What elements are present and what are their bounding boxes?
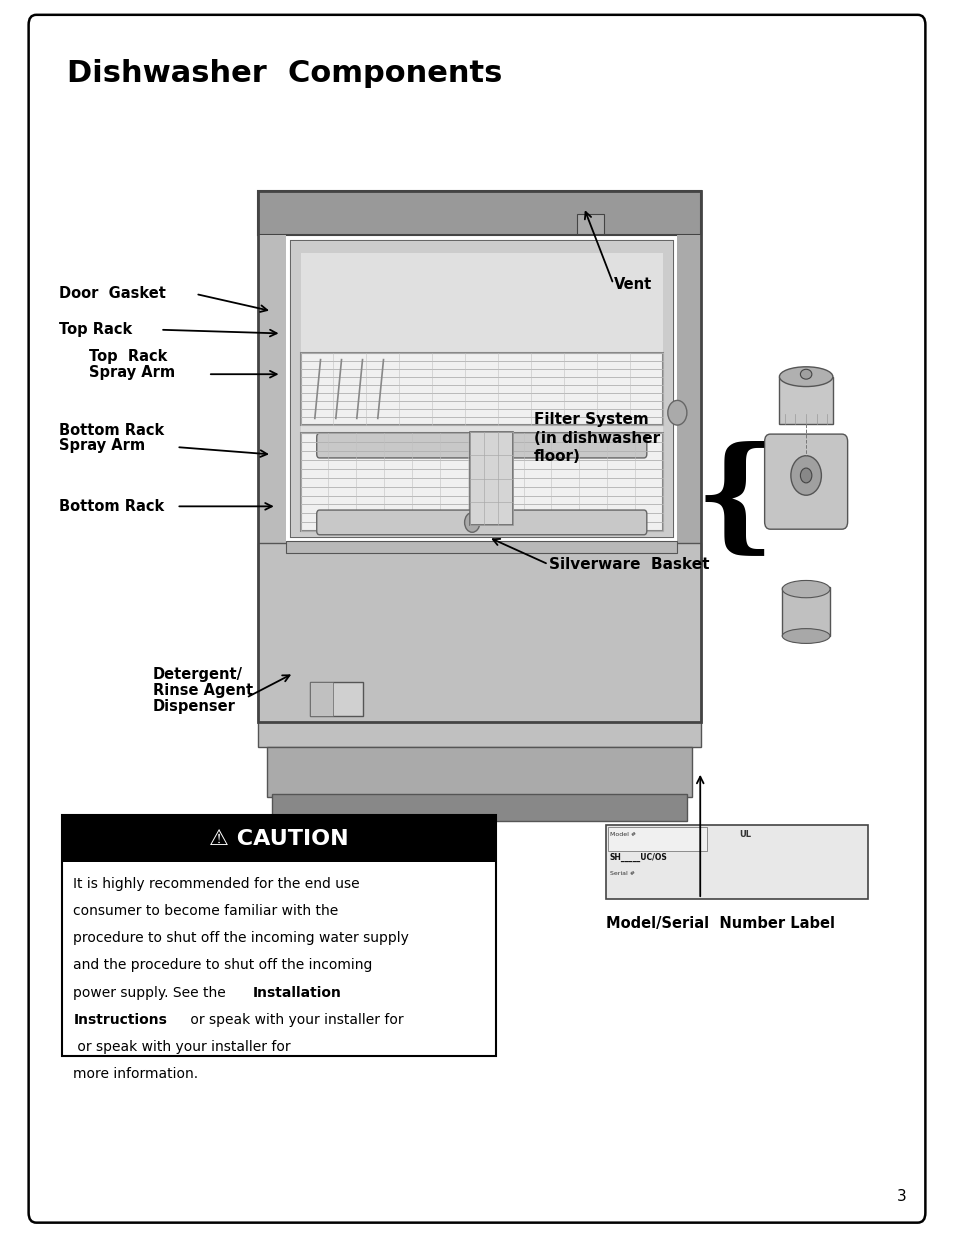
FancyBboxPatch shape (316, 510, 646, 535)
Circle shape (800, 468, 811, 483)
Bar (607, 827, 707, 851)
Bar (62, 815, 496, 1056)
Text: {: { (694, 440, 774, 561)
FancyBboxPatch shape (764, 435, 847, 529)
Bar (779, 377, 832, 424)
Text: Silverware  Basket: Silverware Basket (548, 557, 708, 572)
Bar (300, 253, 662, 525)
Bar (781, 587, 829, 636)
Text: Dishwasher  Components: Dishwasher Components (67, 59, 501, 88)
Text: UL: UL (739, 830, 751, 839)
Bar (300, 433, 662, 531)
Circle shape (464, 513, 479, 532)
Text: Instructions: Instructions (73, 1013, 167, 1026)
Bar (62, 815, 496, 862)
Bar (291, 241, 672, 537)
Bar (257, 191, 700, 235)
Text: Dispenser: Dispenser (152, 699, 235, 714)
Text: Spray Arm: Spray Arm (89, 366, 174, 380)
Bar (257, 543, 700, 747)
Text: Bottom Rack: Bottom Rack (59, 424, 164, 438)
Bar (257, 191, 700, 722)
Text: more information.: more information. (73, 1067, 198, 1081)
Ellipse shape (779, 367, 832, 387)
Text: power supply. See the: power supply. See the (73, 986, 231, 999)
Text: SH_____UC/OS: SH_____UC/OS (609, 853, 667, 862)
FancyBboxPatch shape (29, 15, 924, 1223)
Bar (300, 353, 662, 425)
Text: Bottom Rack: Bottom Rack (59, 499, 164, 514)
Text: Serial #: Serial # (609, 871, 634, 876)
Text: (in dishwasher: (in dishwasher (534, 431, 659, 446)
Ellipse shape (781, 580, 829, 598)
Text: floor): floor) (534, 450, 580, 464)
Text: Spray Arm: Spray Arm (59, 438, 145, 453)
Ellipse shape (781, 629, 829, 643)
Text: Model #: Model # (609, 832, 635, 837)
Circle shape (667, 400, 686, 425)
Ellipse shape (800, 369, 811, 379)
Text: It is highly recommended for the end use: It is highly recommended for the end use (73, 877, 359, 890)
Text: and the procedure to shut off the incoming: and the procedure to shut off the incomi… (73, 958, 373, 972)
Bar (286, 541, 677, 553)
Bar (267, 747, 691, 797)
Text: Door  Gasket: Door Gasket (59, 287, 166, 301)
Text: Model/Serial  Number Label: Model/Serial Number Label (605, 916, 834, 931)
Text: Top  Rack: Top Rack (89, 350, 167, 364)
Bar (291, 241, 672, 537)
Text: or speak with your installer for: or speak with your installer for (186, 1013, 403, 1026)
Text: 3: 3 (896, 1189, 905, 1204)
Text: Installation: Installation (253, 986, 341, 999)
Bar (272, 794, 686, 821)
Text: Rinse Agent: Rinse Agent (152, 683, 253, 698)
Bar (310, 682, 362, 716)
Text: Vent: Vent (613, 277, 651, 291)
Bar (310, 682, 333, 716)
Bar (577, 215, 603, 235)
Circle shape (475, 437, 488, 454)
Text: Detergent/: Detergent/ (152, 667, 242, 682)
Circle shape (790, 456, 821, 495)
Text: ⚠ CAUTION: ⚠ CAUTION (209, 829, 349, 848)
Bar (677, 235, 700, 673)
Bar (605, 825, 867, 899)
Text: Top Rack: Top Rack (59, 322, 132, 337)
Bar (469, 432, 512, 525)
Text: consumer to become familiar with the: consumer to become familiar with the (73, 904, 338, 918)
Text: procedure to shut off the incoming water supply: procedure to shut off the incoming water… (73, 931, 409, 945)
FancyBboxPatch shape (316, 433, 646, 458)
Text: Filter System: Filter System (534, 412, 648, 427)
Bar (257, 235, 286, 673)
Text: or speak with your installer for: or speak with your installer for (73, 1040, 291, 1053)
